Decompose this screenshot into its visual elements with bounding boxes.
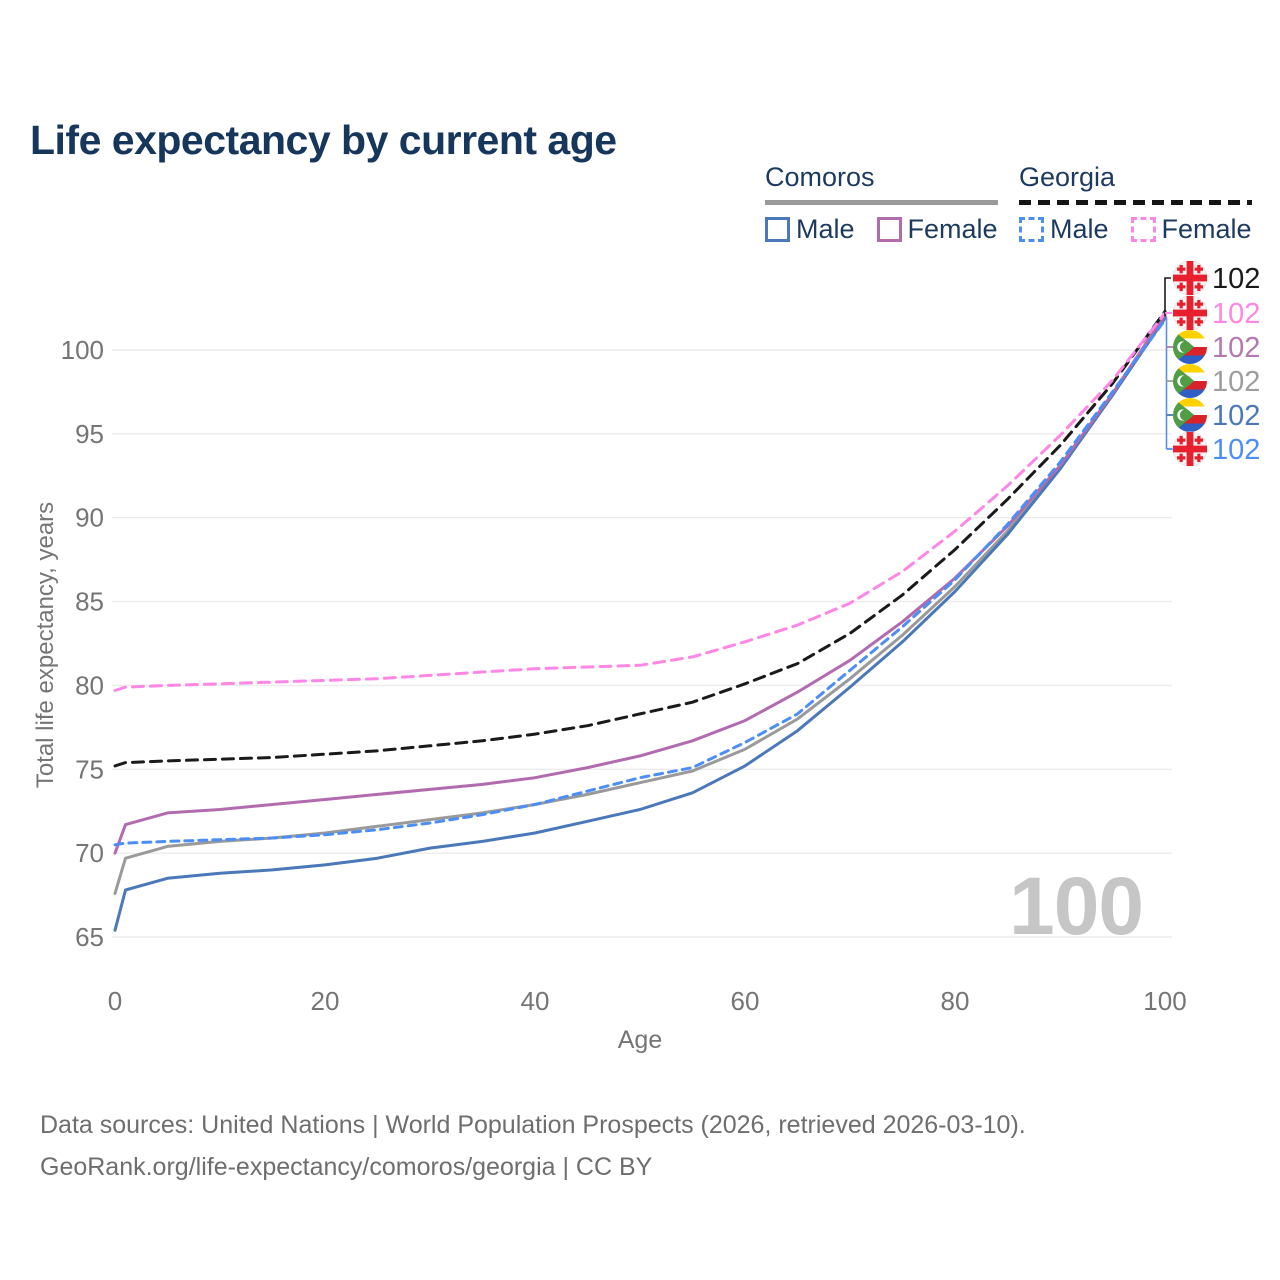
legend-comoros-line-sample <box>765 200 998 205</box>
series-line-comoros_both <box>113 315 1167 895</box>
y-tick-label-65: 65 <box>75 922 104 952</box>
end-label-row-4-comoros: 102 <box>1173 364 1260 398</box>
end-label-value: 102 <box>1212 332 1260 364</box>
page-title: Life expectancy by current age <box>30 117 617 164</box>
callout-bracket-top <box>1164 277 1171 317</box>
end-label-row-1-georgia: 102 <box>1172 260 1260 296</box>
footer-data-sources: Data sources: United Nations | World Pop… <box>40 1111 1026 1139</box>
flag-georgia-small-cross <box>1197 282 1201 292</box>
legend-item-comoros-male[interactable]: Male <box>765 214 855 245</box>
flag-georgia-small-cross <box>1179 282 1183 292</box>
x-tick-label-100: 100 <box>1143 986 1186 1016</box>
flag-georgia-small-cross <box>1179 317 1183 327</box>
end-label-row-5-comoros: 102 <box>1173 398 1260 432</box>
legend-label-georgia-male: Male <box>1050 214 1109 244</box>
flag-comoros-stripes <box>1173 330 1207 364</box>
legend-swatch-georgia-male <box>1019 217 1044 242</box>
series-line-georgia_male <box>113 318 1167 847</box>
series-lines <box>113 309 1167 932</box>
y-tick-label-95: 95 <box>75 419 104 449</box>
legend-swatch-comoros-female <box>876 217 902 242</box>
footer-attribution: GeoRank.org/life-expectancy/comoros/geor… <box>40 1153 653 1181</box>
y-tick-label-70: 70 <box>75 838 104 868</box>
series-line-georgia_female <box>113 311 1167 692</box>
flag-georgia-small-cross <box>1197 435 1201 445</box>
footer: Data sources: United Nations | World Pop… <box>40 1104 1026 1188</box>
flag-comoros-stripes <box>1173 398 1207 432</box>
x-tick-label-40: 40 <box>521 986 550 1016</box>
legend-row-comoros: Male Female <box>765 214 998 245</box>
y-tick-label-85: 85 <box>75 587 104 617</box>
flag-georgia-cross <box>1173 445 1207 453</box>
legend-label-comoros-female: Female <box>907 214 998 244</box>
y-tick-label-75: 75 <box>75 754 104 784</box>
legend-item-georgia-male[interactable]: Male <box>1019 214 1109 245</box>
series-line-georgia_both <box>113 309 1167 768</box>
flag-georgia-small-cross <box>1197 264 1201 274</box>
end-label-row-2-georgia: 102 <box>1172 295 1260 331</box>
y-tick-label-90: 90 <box>75 503 104 533</box>
legend-group-georgia: Georgia Male Female <box>1019 162 1252 245</box>
flag-georgia-small-cross <box>1197 317 1201 327</box>
end-label-value: 102 <box>1212 298 1260 330</box>
x-tick-label-0: 0 <box>108 986 122 1016</box>
end-label-row-6-georgia: 102 <box>1172 431 1260 467</box>
series-line-comoros_male <box>113 316 1167 932</box>
x-tick-label-80: 80 <box>941 986 970 1016</box>
legend-country-comoros-label: Comoros <box>765 162 875 192</box>
series-line-comoros_female <box>113 313 1167 855</box>
end-label-value: 102 <box>1212 400 1260 432</box>
gridlines: 65 70 75 80 85 90 95 100 <box>61 335 1172 952</box>
legend-swatch-comoros-male <box>765 217 790 242</box>
flag-georgia-small-cross <box>1197 453 1201 463</box>
legend-item-georgia-female[interactable]: Female <box>1130 214 1252 245</box>
legend-swatch-georgia-female <box>1130 217 1156 242</box>
end-label-callout <box>1164 277 1173 450</box>
flag-comoros-stripes <box>1173 364 1207 398</box>
flag-georgia-small-cross <box>1179 435 1183 445</box>
x-tick-label-20: 20 <box>311 986 340 1016</box>
legend-country-georgia[interactable]: Georgia <box>1019 162 1252 205</box>
y-tick-label-100: 100 <box>61 335 104 365</box>
flag-georgia-small-cross <box>1197 299 1201 309</box>
end-label-value: 102 <box>1212 263 1260 295</box>
legend-country-comoros[interactable]: Comoros <box>765 162 998 205</box>
legend-row-georgia: Male Female <box>1019 214 1252 245</box>
end-label-value: 102 <box>1212 434 1260 466</box>
y-axis-title: Total life expectancy, years <box>32 501 59 789</box>
flag-georgia-small-cross <box>1179 264 1183 274</box>
x-tick-label-60: 60 <box>731 986 760 1016</box>
legend-country-georgia-label: Georgia <box>1019 162 1116 192</box>
legend-label-georgia-female: Female <box>1161 214 1252 244</box>
legend-label-comoros-male: Male <box>796 214 855 244</box>
end-label-value: 102 <box>1212 366 1260 398</box>
flag-georgia-small-cross <box>1179 299 1183 309</box>
legend-georgia-line-sample <box>1019 200 1252 205</box>
flag-georgia-cross <box>1173 309 1207 317</box>
legend-group-comoros: Comoros Male Female <box>765 162 998 245</box>
x-axis-title: Age <box>617 1026 663 1054</box>
legend-item-comoros-female[interactable]: Female <box>876 214 998 245</box>
flag-georgia-cross <box>1173 274 1207 282</box>
age-watermark: 100 <box>1009 861 1144 952</box>
x-axis-ticks: 0 20 40 60 80 100 <box>108 986 1187 1016</box>
y-tick-label-80: 80 <box>75 670 104 700</box>
flag-georgia-small-cross <box>1179 453 1183 463</box>
end-label-row-3-comoros: 102 <box>1173 330 1260 364</box>
